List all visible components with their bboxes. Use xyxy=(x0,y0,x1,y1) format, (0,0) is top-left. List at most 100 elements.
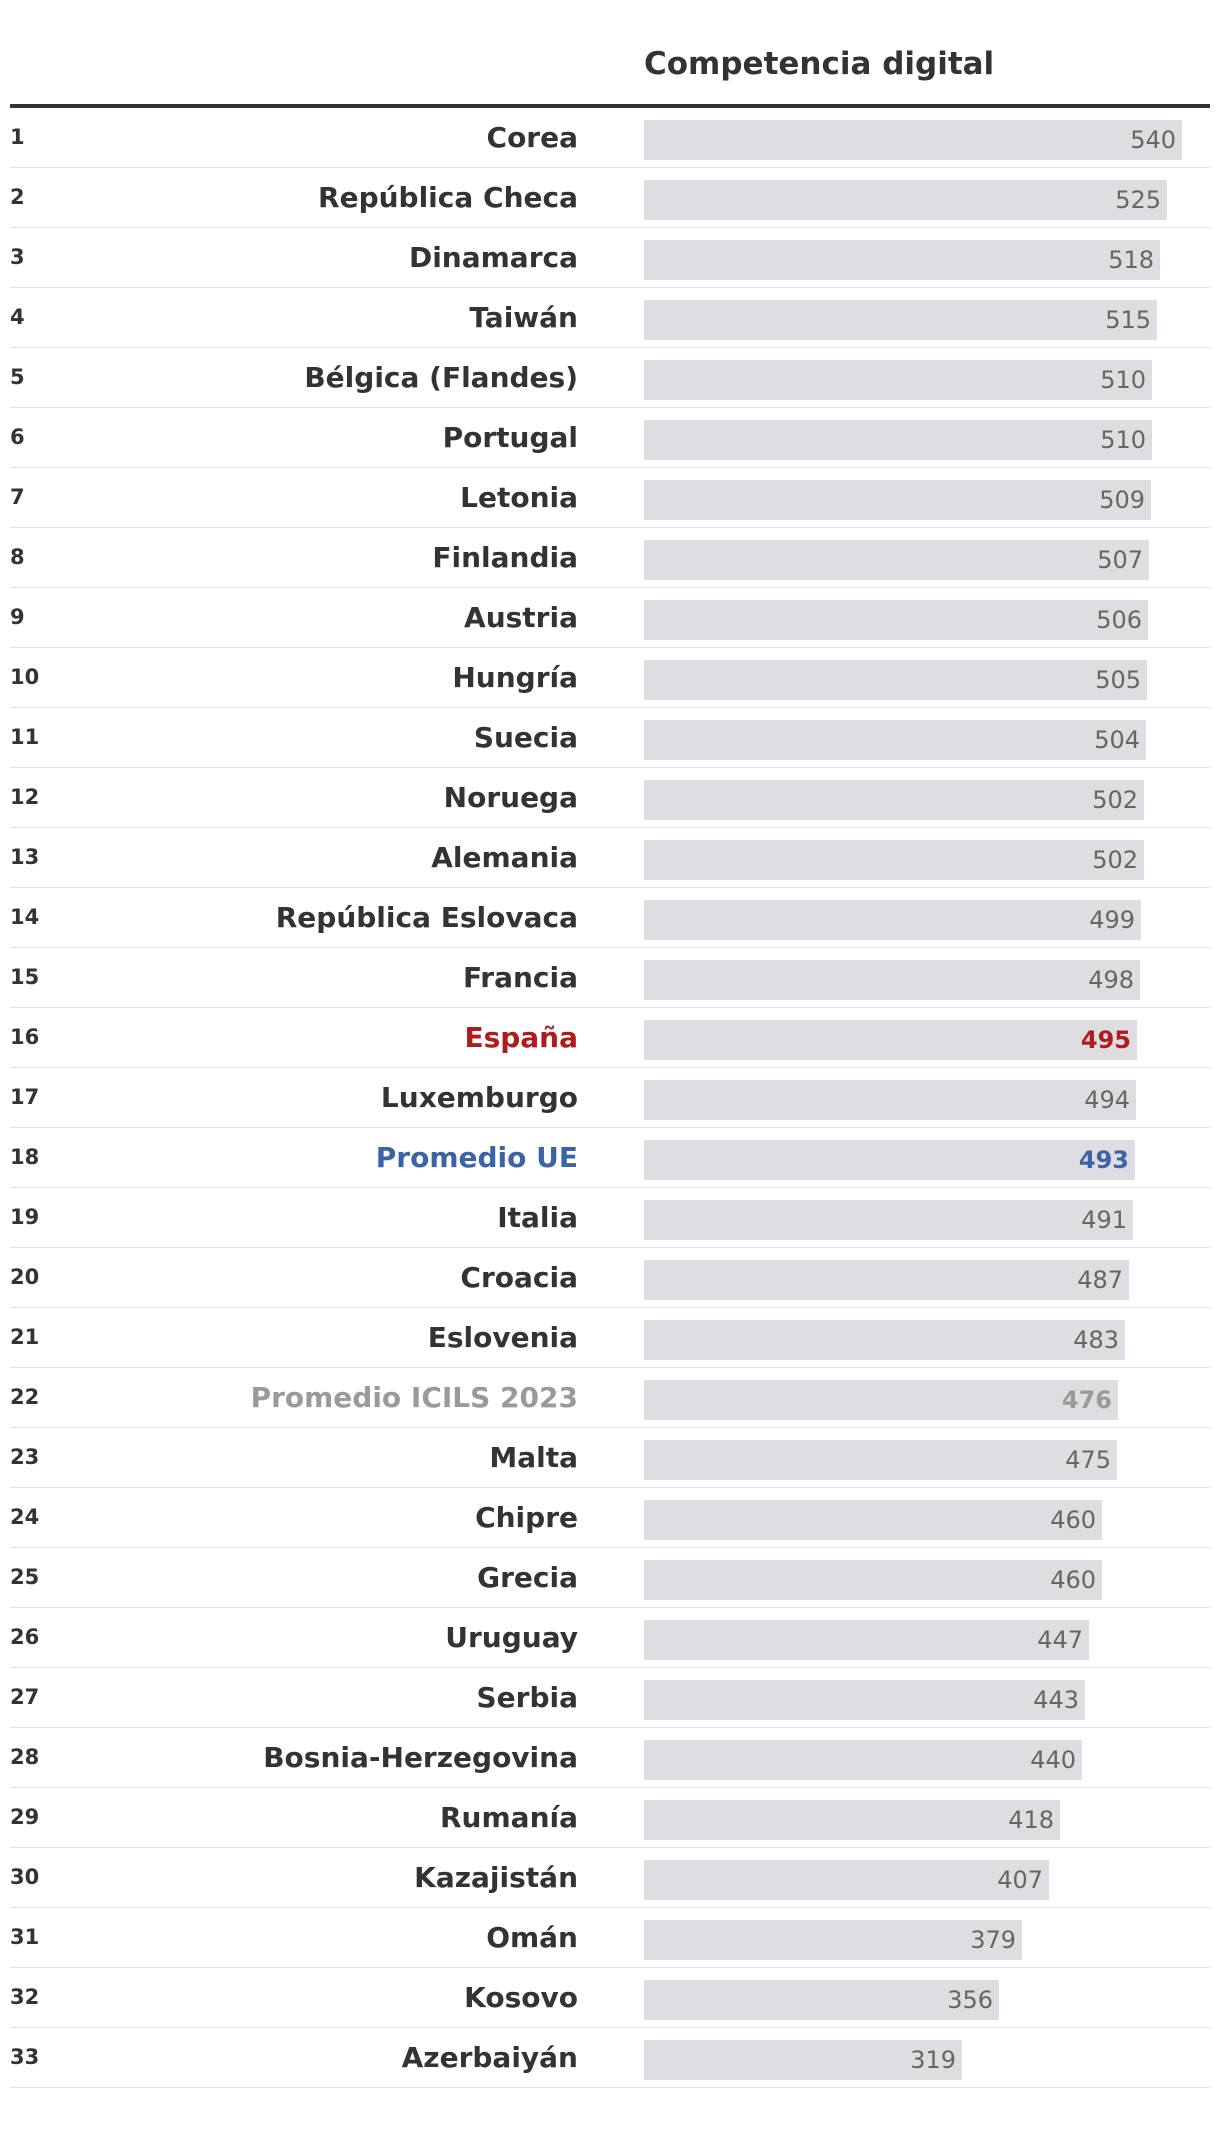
rank-label: 17 xyxy=(10,1085,40,1109)
chart-header: Competencia digital xyxy=(10,0,1210,108)
table-row: 19 Italia 491 xyxy=(10,1188,1210,1248)
category-label: Italia xyxy=(497,1201,578,1234)
rank-label: 6 xyxy=(10,425,25,449)
table-row: 17 Luxemburgo 494 xyxy=(10,1068,1210,1128)
value-label: 510 xyxy=(1100,366,1146,394)
rank-label: 16 xyxy=(10,1025,40,1049)
category-label: Eslovenia xyxy=(427,1321,578,1354)
value-label: 498 xyxy=(1088,966,1134,994)
table-row: 15 Francia 498 xyxy=(10,948,1210,1008)
category-label: Grecia xyxy=(477,1561,578,1594)
category-label: Portugal xyxy=(442,421,578,454)
category-label: Omán xyxy=(486,1921,578,1954)
rank-label: 29 xyxy=(10,1805,40,1829)
value-label: 356 xyxy=(947,1986,993,2014)
table-row: 11 Suecia 504 xyxy=(10,708,1210,768)
rank-label: 11 xyxy=(10,725,40,749)
category-label: Noruega xyxy=(443,781,578,814)
table-row: 18 Promedio UE 493 xyxy=(10,1128,1210,1188)
bar: 506 xyxy=(644,600,1148,640)
bar: 356 xyxy=(644,1980,999,2020)
table-row: 7 Letonia 509 xyxy=(10,468,1210,528)
ranking-chart: Competencia digital 1 Corea 540 2 República … xyxy=(10,0,1210,2088)
table-row: 22 Promedio ICILS 2023 476 xyxy=(10,1368,1210,1428)
rank-label: 27 xyxy=(10,1685,40,1709)
category-label: República Checa xyxy=(318,181,578,214)
rank-label: 30 xyxy=(10,1865,40,1889)
rank-label: 10 xyxy=(10,665,40,689)
table-row: 29 Rumanía 418 xyxy=(10,1788,1210,1848)
table-row: 26 Uruguay 447 xyxy=(10,1608,1210,1668)
rank-label: 25 xyxy=(10,1565,40,1589)
category-label: Promedio UE xyxy=(375,1141,578,1174)
category-label: Corea xyxy=(486,121,578,154)
bar: 491 xyxy=(644,1200,1133,1240)
rank-label: 2 xyxy=(10,185,25,209)
value-label: 515 xyxy=(1105,306,1151,334)
category-label: Uruguay xyxy=(445,1621,578,1654)
rank-label: 18 xyxy=(10,1145,40,1169)
value-label: 518 xyxy=(1108,246,1154,274)
table-row: 21 Eslovenia 483 xyxy=(10,1308,1210,1368)
value-label: 502 xyxy=(1092,846,1138,874)
table-row: 2 República Checa 525 xyxy=(10,168,1210,228)
bar: 540 xyxy=(644,120,1182,160)
category-label: Hungría xyxy=(452,661,578,694)
bar: 475 xyxy=(644,1440,1117,1480)
value-label: 493 xyxy=(1078,1146,1129,1174)
value-label: 379 xyxy=(970,1926,1016,1954)
rank-label: 33 xyxy=(10,2045,40,2069)
value-label: 495 xyxy=(1080,1026,1131,1054)
rank-label: 31 xyxy=(10,1925,40,1949)
table-row: 27 Serbia 443 xyxy=(10,1668,1210,1728)
category-label: Taiwán xyxy=(469,301,578,334)
value-label: 447 xyxy=(1037,1626,1083,1654)
category-label: Croacia xyxy=(460,1261,578,1294)
bar: 525 xyxy=(644,180,1167,220)
column-title: Competencia digital xyxy=(644,46,995,82)
table-row: 30 Kazajistán 407 xyxy=(10,1848,1210,1908)
category-label: Rumanía xyxy=(440,1801,578,1834)
rank-label: 28 xyxy=(10,1745,40,1769)
table-row: 33 Azerbaiyán 319 xyxy=(10,2028,1210,2088)
bar: 440 xyxy=(644,1740,1082,1780)
value-label: 491 xyxy=(1081,1206,1127,1234)
value-label: 487 xyxy=(1077,1266,1123,1294)
bar: 498 xyxy=(644,960,1140,1000)
table-row: 24 Chipre 460 xyxy=(10,1488,1210,1548)
rank-label: 23 xyxy=(10,1445,40,1469)
value-label: 440 xyxy=(1030,1746,1076,1774)
table-row: 10 Hungría 505 xyxy=(10,648,1210,708)
value-label: 499 xyxy=(1089,906,1135,934)
bar: 407 xyxy=(644,1860,1049,1900)
rank-label: 8 xyxy=(10,545,25,569)
table-row: 3 Dinamarca 518 xyxy=(10,228,1210,288)
bar: 515 xyxy=(644,300,1157,340)
bar: 476 xyxy=(644,1380,1118,1420)
value-label: 483 xyxy=(1073,1326,1119,1354)
table-row: 23 Malta 475 xyxy=(10,1428,1210,1488)
value-label: 443 xyxy=(1033,1686,1079,1714)
table-row: 5 Bélgica (Flandes) 510 xyxy=(10,348,1210,408)
category-label: Promedio ICILS 2023 xyxy=(250,1381,578,1414)
value-label: 475 xyxy=(1065,1446,1111,1474)
bar: 505 xyxy=(644,660,1147,700)
category-label: Chipre xyxy=(475,1501,578,1534)
bar: 504 xyxy=(644,720,1146,760)
rank-label: 9 xyxy=(10,605,25,629)
value-label: 540 xyxy=(1130,126,1176,154)
bar: 518 xyxy=(644,240,1160,280)
bar: 418 xyxy=(644,1800,1060,1840)
category-label: Kosovo xyxy=(464,1981,578,2014)
bar: 510 xyxy=(644,420,1152,460)
category-label: Finlandia xyxy=(432,541,578,574)
rank-label: 13 xyxy=(10,845,40,869)
value-label: 502 xyxy=(1092,786,1138,814)
table-row: 13 Alemania 502 xyxy=(10,828,1210,888)
category-label: Kazajistán xyxy=(414,1861,578,1894)
bar: 502 xyxy=(644,780,1144,820)
value-label: 319 xyxy=(910,2046,956,2074)
table-row: 32 Kosovo 356 xyxy=(10,1968,1210,2028)
category-label: República Eslovaca xyxy=(275,901,578,934)
rank-label: 7 xyxy=(10,485,25,509)
